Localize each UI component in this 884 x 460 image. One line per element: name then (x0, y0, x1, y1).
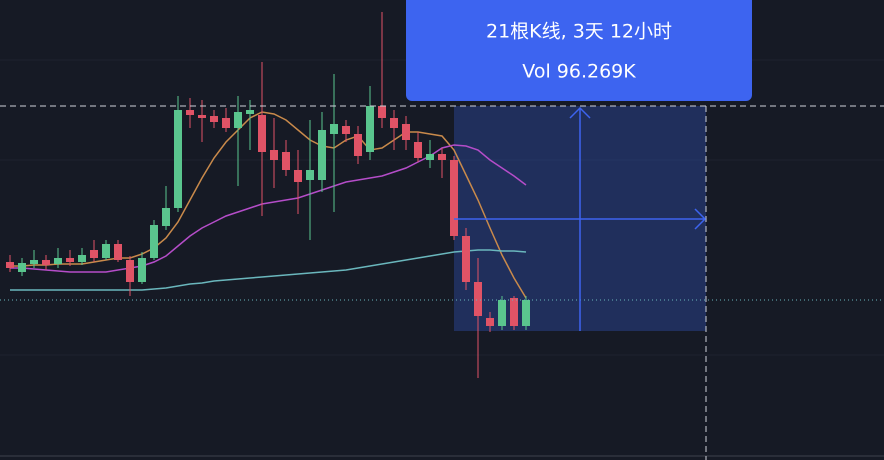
candle-body (306, 170, 314, 180)
candle-body (138, 258, 146, 282)
candle-body (378, 106, 386, 118)
candle-body (450, 160, 458, 236)
candle-body (198, 115, 206, 118)
candle-body (294, 170, 302, 182)
arrow-head (569, 106, 591, 119)
candle-body (186, 110, 194, 115)
candle-body (18, 263, 26, 272)
candle-body (6, 262, 14, 268)
candle-body (126, 260, 134, 282)
candle-body (42, 260, 50, 265)
candle-body (258, 115, 266, 152)
candle-body (222, 118, 230, 128)
candle-body (354, 134, 362, 156)
candle-body (366, 106, 374, 152)
moving-average (10, 111, 527, 299)
candle-body (246, 110, 254, 114)
candle-body (426, 154, 434, 160)
candle-body (510, 298, 518, 326)
candle-body (462, 236, 470, 282)
candle-body (318, 130, 326, 180)
candle-body (438, 154, 446, 160)
candle-body (282, 152, 290, 170)
candle-body (162, 208, 170, 226)
candle-body (414, 142, 422, 158)
candle-body (102, 244, 110, 258)
candle-body (522, 300, 530, 326)
candle-body (330, 124, 338, 134)
volume-label: Vol 96.269K (522, 61, 636, 83)
candle-body (390, 118, 398, 128)
moving-average (10, 249, 527, 291)
measure-tooltip (406, 0, 752, 101)
candle-body (234, 112, 242, 128)
candle-body (54, 258, 62, 264)
candle-body (78, 255, 86, 262)
candle-body (474, 282, 482, 316)
bars-label: 21根K线, 3天 12小时 (486, 21, 672, 43)
arrow-head (694, 208, 707, 230)
candle-body (486, 318, 494, 326)
candle-body (270, 150, 278, 160)
moving-average (10, 144, 527, 273)
candle-body (90, 250, 98, 258)
candle-body (402, 124, 410, 140)
candle-body (174, 110, 182, 208)
candle-body (342, 126, 350, 134)
candle-body (30, 260, 38, 264)
candle-body (498, 300, 506, 326)
candle-body (66, 258, 74, 262)
candle-body (210, 116, 218, 122)
candle-body (114, 244, 122, 260)
marks (6, 12, 530, 378)
candle-body (150, 225, 158, 258)
